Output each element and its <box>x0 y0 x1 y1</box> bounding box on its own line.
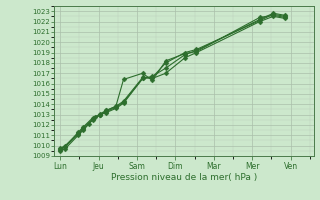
X-axis label: Pression niveau de la mer( hPa ): Pression niveau de la mer( hPa ) <box>111 173 257 182</box>
